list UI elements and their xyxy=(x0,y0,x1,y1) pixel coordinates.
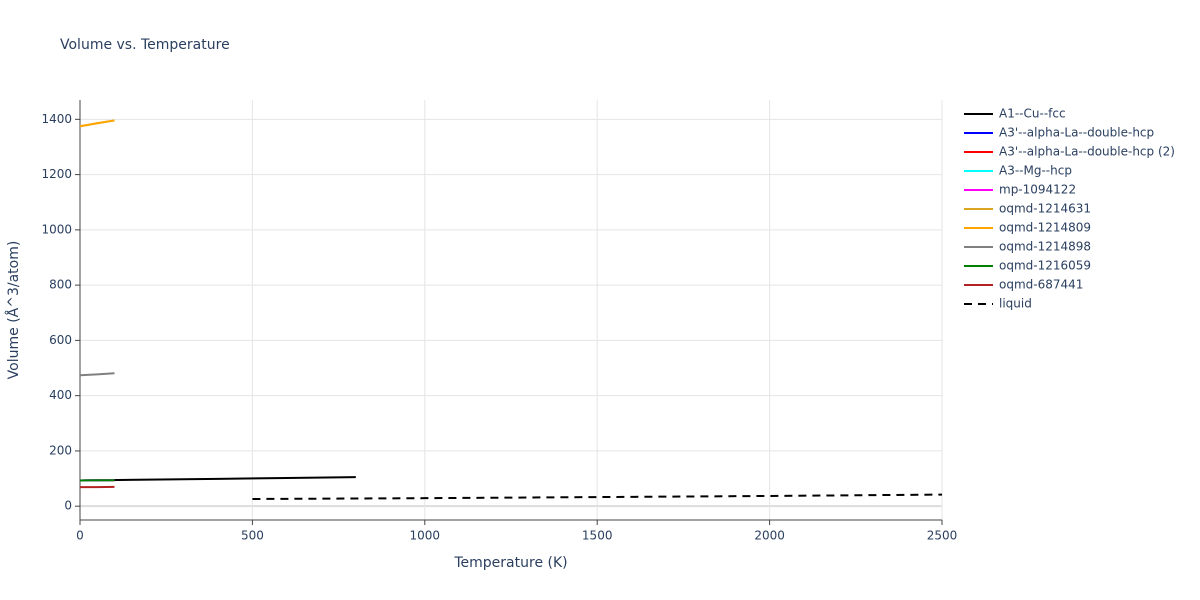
legend-label: A3--Mg--hcp xyxy=(999,164,1072,178)
series-line xyxy=(79,372,115,377)
legend-label: oqmd-1214809 xyxy=(999,221,1091,235)
y-tick-label: 1400 xyxy=(41,112,72,126)
y-tick-label: 1000 xyxy=(41,222,72,236)
x-tick-label: 2000 xyxy=(754,529,785,543)
series-line xyxy=(79,476,356,482)
y-tick-label: 600 xyxy=(49,333,72,347)
y-tick-label: 0 xyxy=(64,499,72,513)
chart-title: Volume vs. Temperature xyxy=(60,37,230,53)
x-axis-label: Temperature (K) xyxy=(453,555,567,571)
legend-label: oqmd-1214631 xyxy=(999,202,1091,216)
legend-label: A3'--alpha-La--double-hcp xyxy=(999,126,1154,140)
y-tick-label: 800 xyxy=(49,278,72,292)
y-axis-label: Volume (Å^3/atom) xyxy=(5,241,22,380)
legend-label: A3'--alpha-La--double-hcp (2) xyxy=(999,145,1175,159)
y-tick-label: 400 xyxy=(49,388,72,402)
x-tick-label: 2500 xyxy=(927,529,958,543)
legend-label: liquid xyxy=(999,297,1032,311)
legend-label: A1--Cu--fcc xyxy=(999,107,1066,121)
legend-label: oqmd-1216059 xyxy=(999,259,1091,273)
legend-label: oqmd-687441 xyxy=(999,278,1083,292)
y-tick-label: 1200 xyxy=(41,167,72,181)
x-tick-label: 1000 xyxy=(410,529,441,543)
x-tick-label: 1500 xyxy=(582,529,613,543)
x-tick-label: 500 xyxy=(241,529,264,543)
series-line xyxy=(252,493,943,500)
legend-label: oqmd-1214898 xyxy=(999,240,1091,254)
series-line xyxy=(79,119,115,128)
x-tick-label: 0 xyxy=(76,529,84,543)
legend-label: mp-1094122 xyxy=(999,183,1076,197)
y-tick-label: 200 xyxy=(49,443,72,457)
